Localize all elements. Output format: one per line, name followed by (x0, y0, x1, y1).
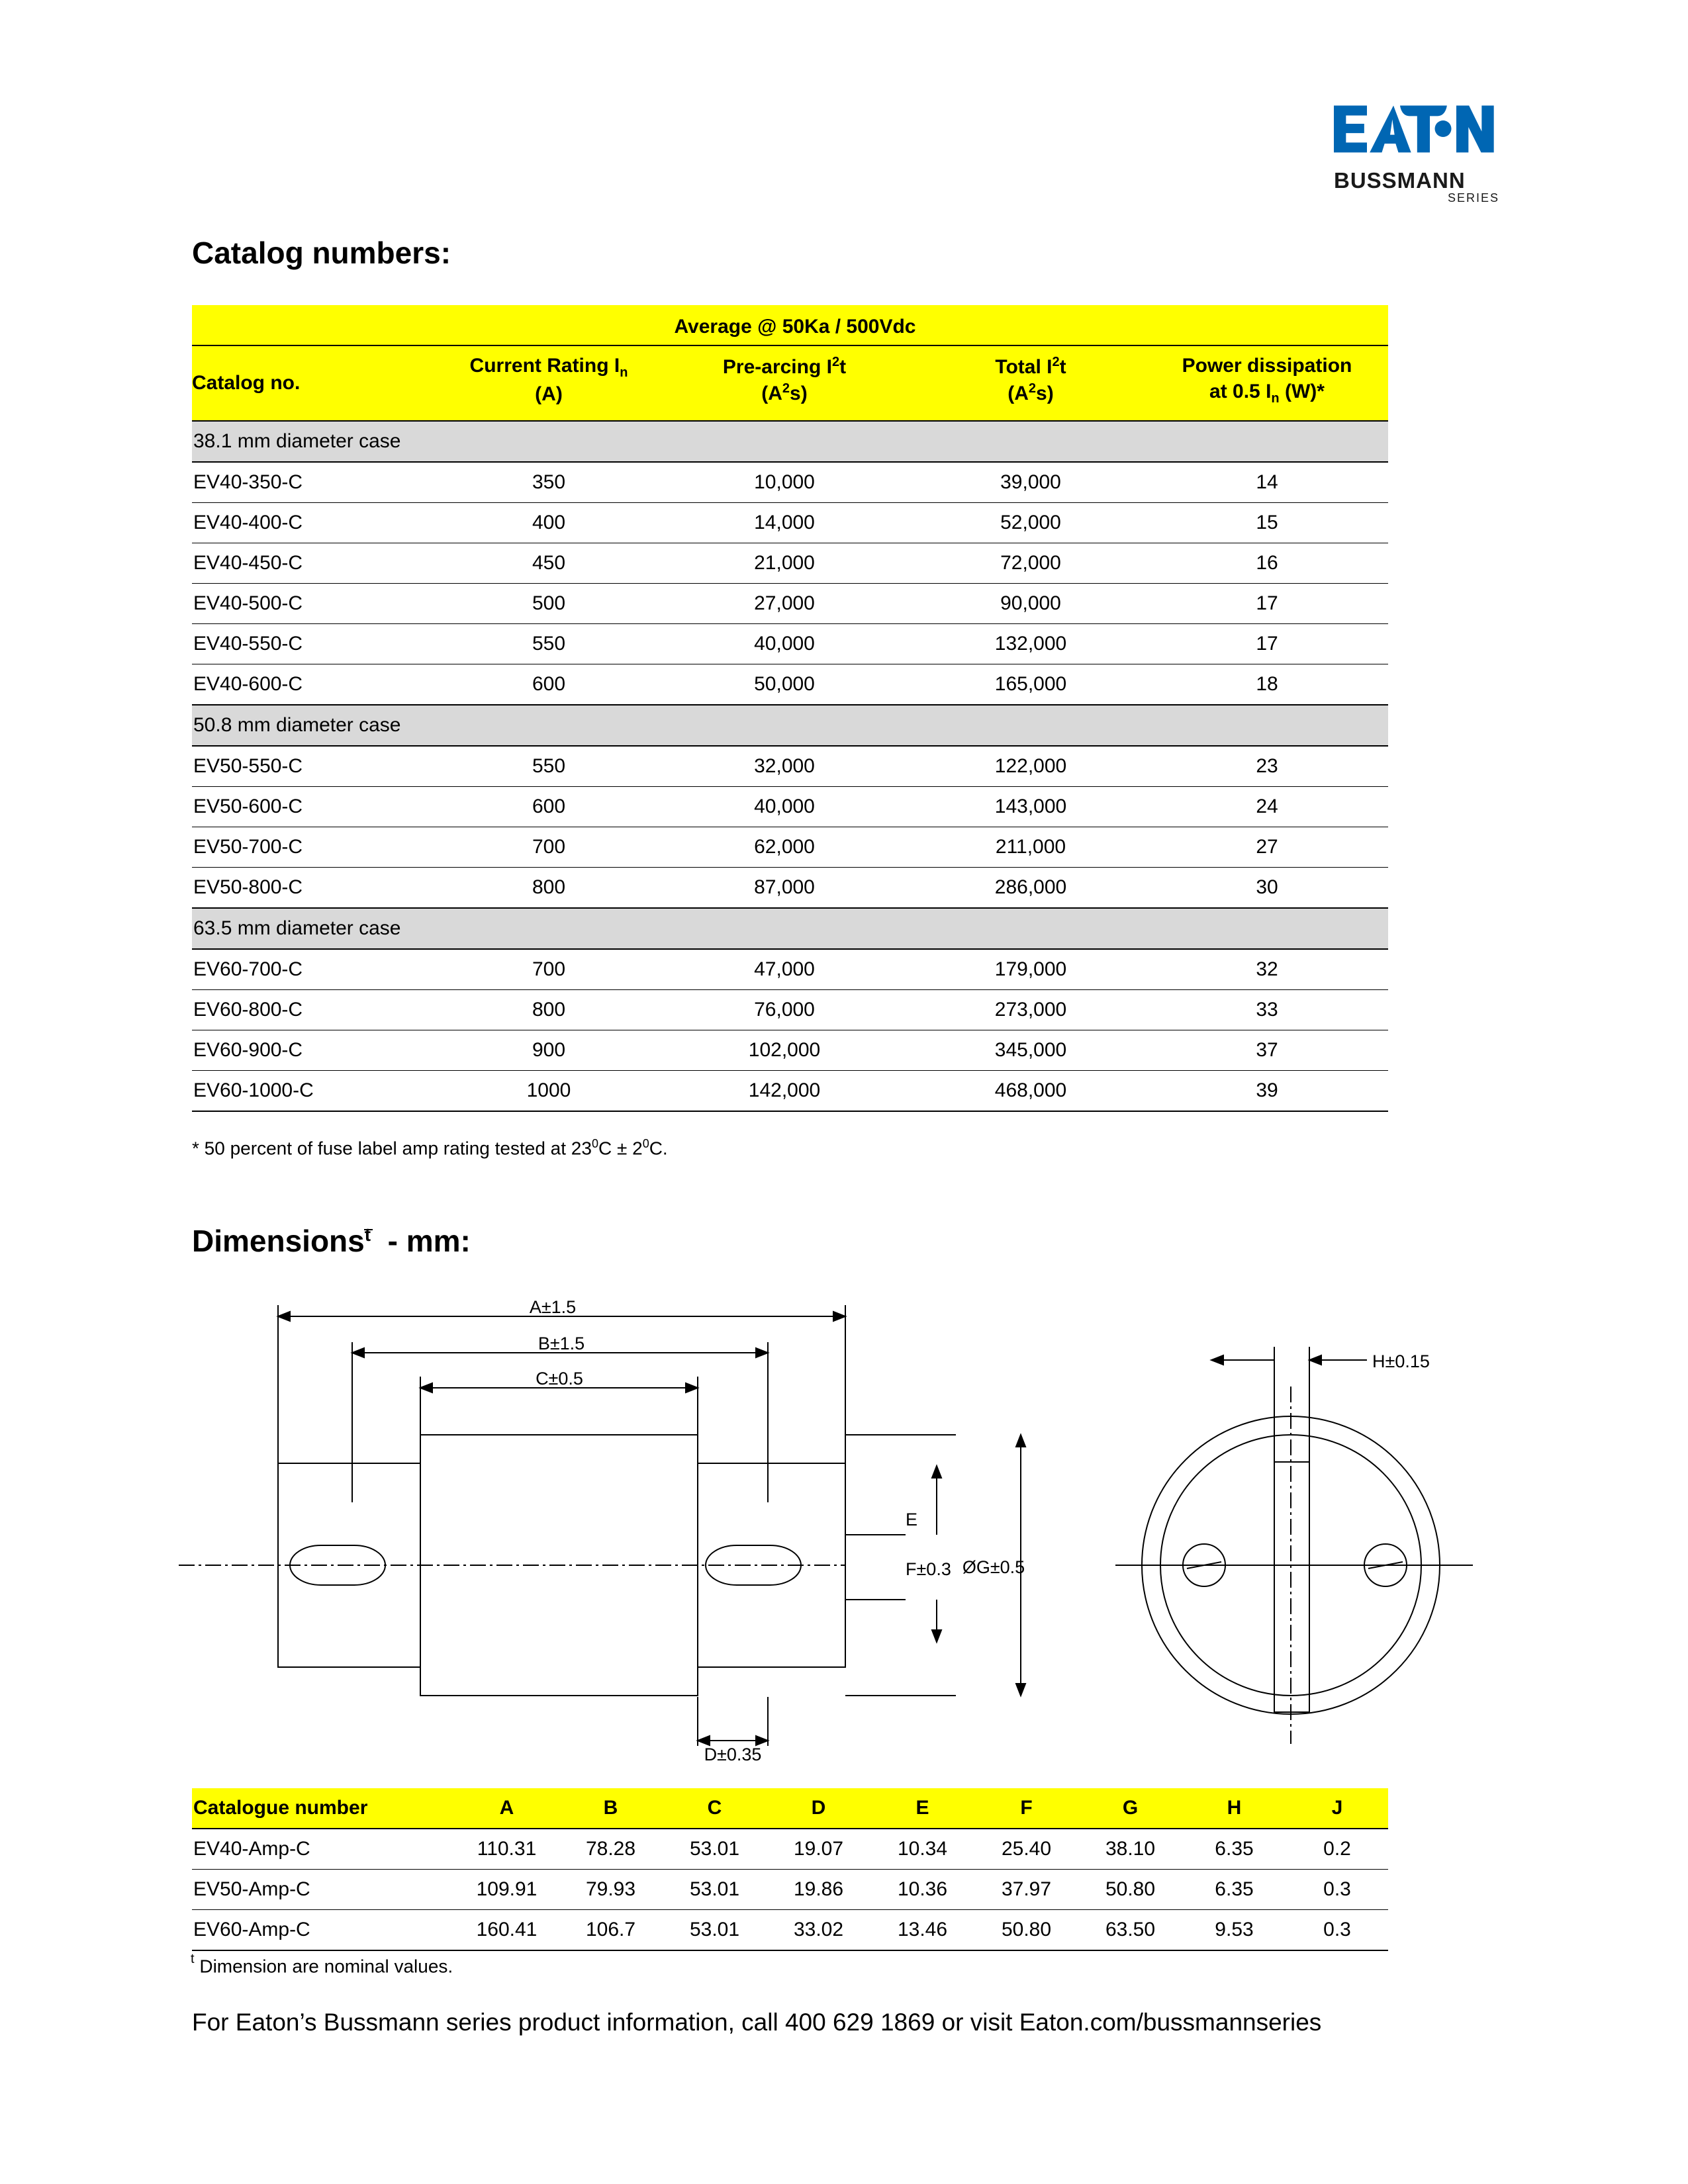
svg-text:ØG±0.5: ØG±0.5 (962, 1557, 1025, 1577)
svg-text:A±1.5: A±1.5 (530, 1297, 576, 1317)
svg-text:D±0.35: D±0.35 (704, 1745, 762, 1764)
svg-text:B±1.5: B±1.5 (538, 1334, 585, 1353)
svg-text:F±0.3: F±0.3 (906, 1559, 951, 1579)
svg-text:E: E (906, 1510, 917, 1529)
svg-text:C±0.5: C±0.5 (536, 1369, 583, 1388)
svg-text:H±0.15: H±0.15 (1372, 1351, 1430, 1371)
